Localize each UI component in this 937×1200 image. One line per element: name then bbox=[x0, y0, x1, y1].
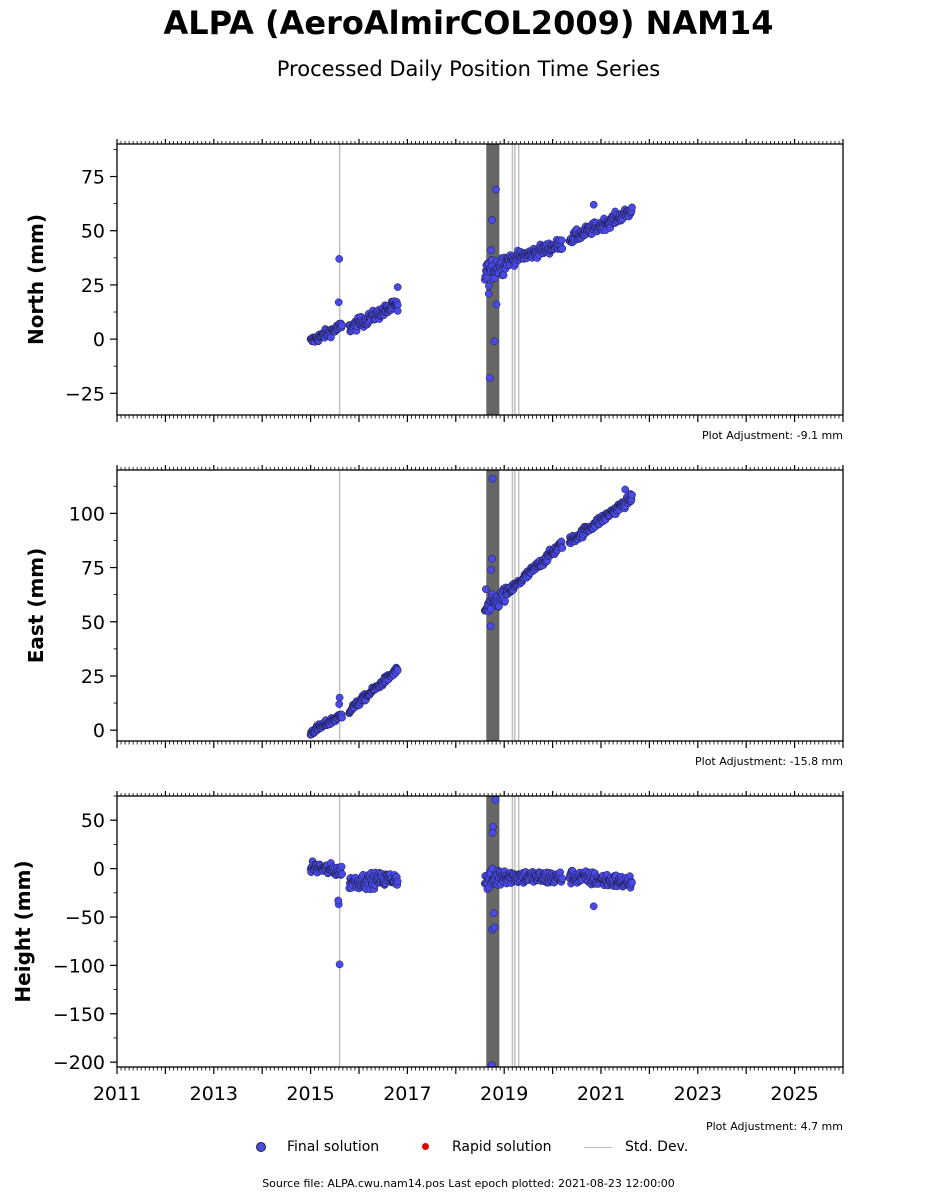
y-tick-label: 50 bbox=[81, 221, 105, 243]
y-tick-label: −150 bbox=[53, 1004, 105, 1026]
y-tick-label: 50 bbox=[81, 612, 105, 634]
data-point-outlier bbox=[335, 693, 344, 702]
east-final-solution-points bbox=[306, 474, 636, 739]
y-tick-label: 0 bbox=[93, 859, 105, 881]
data-point bbox=[485, 282, 493, 290]
north-plot-adjustment: Plot Adjustment: -9.1 mm bbox=[702, 429, 843, 442]
x-tick-label: 2017 bbox=[383, 1083, 431, 1105]
y-tick-label: 75 bbox=[81, 167, 105, 189]
data-point bbox=[393, 666, 402, 675]
data-point bbox=[499, 271, 508, 280]
x-tick-label: 2021 bbox=[577, 1083, 625, 1105]
height-plot-adjustment: Plot Adjustment: 4.7 mm bbox=[706, 1120, 843, 1133]
x-tick-label: 2019 bbox=[480, 1083, 528, 1105]
data-point-outlier bbox=[335, 960, 344, 969]
y-tick-label: 100 bbox=[69, 503, 105, 525]
east-plot-adjustment: Plot Adjustment: -15.8 mm bbox=[695, 755, 843, 768]
north-plot-area bbox=[306, 144, 636, 415]
data-point-outlier bbox=[490, 337, 499, 346]
east-panel: 0 25 50 75 100 East (mm) Plot Adjustment: -15.… bbox=[24, 465, 844, 768]
final-solution-marker-icon bbox=[256, 1142, 266, 1152]
north-axes-frame bbox=[116, 143, 844, 416]
y-tick-label: 75 bbox=[81, 558, 105, 580]
legend-rapid-label: Rapid solution bbox=[452, 1139, 552, 1155]
data-point-outlier bbox=[334, 896, 343, 905]
east-plot-area bbox=[306, 470, 636, 741]
x-tick-label: 2013 bbox=[190, 1083, 238, 1105]
y-tick-label: 25 bbox=[81, 666, 105, 688]
source-footnote: Source file: ALPA.cwu.nam14.pos Last epo… bbox=[262, 1177, 675, 1190]
data-point-outlier bbox=[485, 374, 494, 382]
data-point-outlier bbox=[488, 216, 496, 224]
x-tick-label: 2023 bbox=[674, 1083, 722, 1105]
y-tick-label: 50 bbox=[81, 810, 105, 832]
data-point-outlier bbox=[484, 289, 493, 298]
std-dev-line-icon bbox=[584, 1147, 612, 1148]
data-point-outlier bbox=[486, 622, 495, 630]
north-final-solution-points bbox=[306, 185, 636, 382]
data-point-outlier bbox=[335, 700, 344, 708]
height-axes-frame bbox=[116, 795, 844, 1068]
data-point bbox=[337, 862, 346, 871]
data-point-outlier bbox=[487, 246, 495, 255]
y-tick-label: −100 bbox=[53, 955, 105, 977]
data-point bbox=[338, 713, 346, 722]
height-y-axis-label: Height (mm) bbox=[11, 860, 35, 1002]
data-point-outlier bbox=[489, 909, 498, 917]
x-tick-label: 2025 bbox=[770, 1083, 818, 1105]
y-tick-label: −200 bbox=[53, 1052, 105, 1074]
y-tick-label: −50 bbox=[65, 907, 105, 929]
y-tick-label: 0 bbox=[93, 329, 105, 351]
data-point-outlier bbox=[487, 565, 495, 574]
data-point-outlier bbox=[492, 185, 500, 194]
data-point-outlier bbox=[589, 200, 598, 209]
data-point bbox=[557, 236, 566, 245]
data-point bbox=[338, 870, 346, 878]
data-point-outlier bbox=[334, 298, 343, 307]
data-point-outlier bbox=[490, 923, 499, 932]
x-tick-label: 2011 bbox=[93, 1083, 141, 1105]
data-point-outlier bbox=[393, 307, 402, 315]
north-y-axis-label: North (mm) bbox=[24, 214, 48, 345]
data-point bbox=[338, 321, 346, 330]
legend-std-label: Std. Dev. bbox=[625, 1139, 689, 1155]
data-point-outlier bbox=[488, 828, 497, 837]
legend-final-label: Final solution bbox=[287, 1139, 380, 1155]
data-point bbox=[558, 244, 567, 253]
data-point bbox=[628, 203, 636, 212]
data-point-outlier bbox=[335, 255, 344, 263]
data-point-outlier bbox=[488, 555, 496, 563]
chart-title: ALPA (AeroAlmirCOL2009) NAM14 bbox=[163, 4, 774, 42]
data-point bbox=[628, 491, 636, 499]
x-tick-label: 2015 bbox=[286, 1083, 334, 1105]
data-point-outlier bbox=[492, 300, 501, 309]
legend: Final solution Rapid solution Std. Dev. bbox=[0, 1137, 937, 1159]
data-point-outlier bbox=[487, 1061, 496, 1067]
data-point bbox=[558, 544, 567, 552]
data-point-outlier bbox=[393, 283, 402, 291]
y-tick-label: 25 bbox=[81, 275, 105, 297]
data-point-outlier bbox=[621, 485, 630, 494]
data-point bbox=[558, 874, 567, 883]
data-point bbox=[393, 877, 402, 886]
y-tick-label: 0 bbox=[93, 720, 105, 742]
north-panel: −25 0 25 50 75 North (mm) Plot Adjustment: -9.… bbox=[24, 139, 844, 442]
y-tick-label: −25 bbox=[65, 383, 105, 405]
data-point-outlier bbox=[491, 796, 500, 804]
data-point-outlier bbox=[589, 902, 598, 911]
data-point bbox=[501, 597, 509, 605]
height-plot-area bbox=[306, 796, 636, 1067]
chart-subtitle: Processed Daily Position Time Series bbox=[276, 57, 661, 81]
height-final-solution-points bbox=[306, 796, 636, 1067]
east-y-axis-label: East (mm) bbox=[24, 548, 48, 664]
data-point bbox=[628, 878, 636, 887]
rapid-solution-marker-icon bbox=[422, 1143, 429, 1150]
height-panel: −200 −150 −100 −50 0 50 2011 2013 2015 2017 2019 20… bbox=[11, 791, 844, 1133]
data-point-outlier bbox=[488, 474, 497, 483]
data-point-outlier bbox=[481, 585, 490, 594]
east-axes-frame bbox=[116, 469, 844, 742]
